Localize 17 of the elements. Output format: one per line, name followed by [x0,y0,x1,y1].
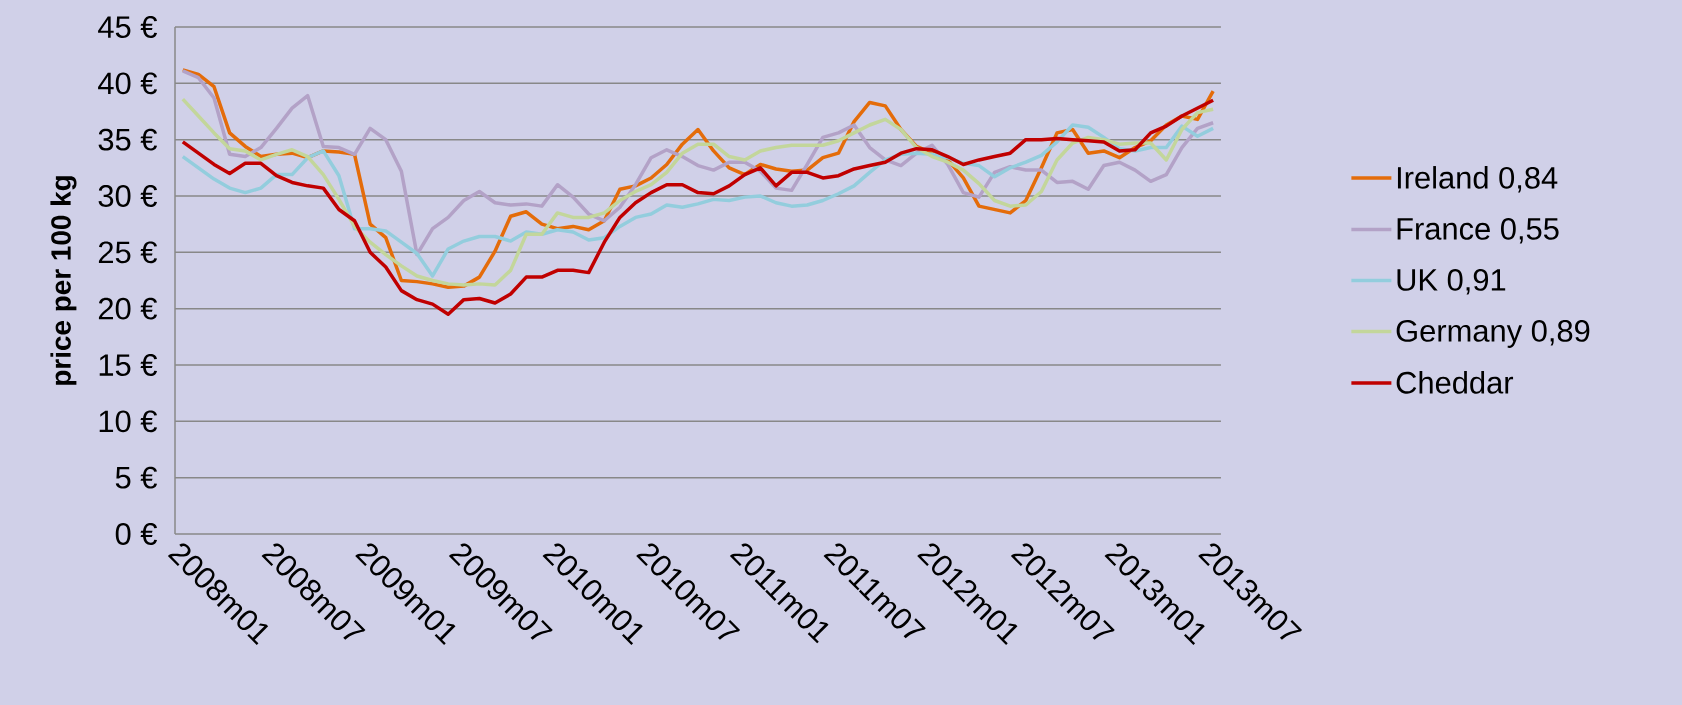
line-series [181,69,1215,257]
legend-label: Germany 0,89 [1396,320,1590,348]
y-tick-label: 30 € [98,185,158,207]
legend-label: Cheddar [1396,371,1514,394]
y-tick-label: 0 € [115,523,158,545]
legend-label: France 0,55 [1397,217,1559,244]
y-tick-label: 20 € [98,297,158,320]
y-tick-label: 40 € [98,72,158,95]
y-tick-label: 45 € [98,16,158,38]
y-tick-label: 25 € [98,241,158,264]
y-tick-label: 15 € [99,354,158,376]
y-tick-label: 5 € [115,466,158,489]
legend-label: UK 0,91 [1397,268,1506,295]
y-tick-label: 35 € [98,128,158,151]
y-axis-title: price per 100 kg [50,176,77,385]
y-tick-label: 10 € [99,410,158,433]
legend-label: Ireland 0,84 [1397,166,1558,193]
